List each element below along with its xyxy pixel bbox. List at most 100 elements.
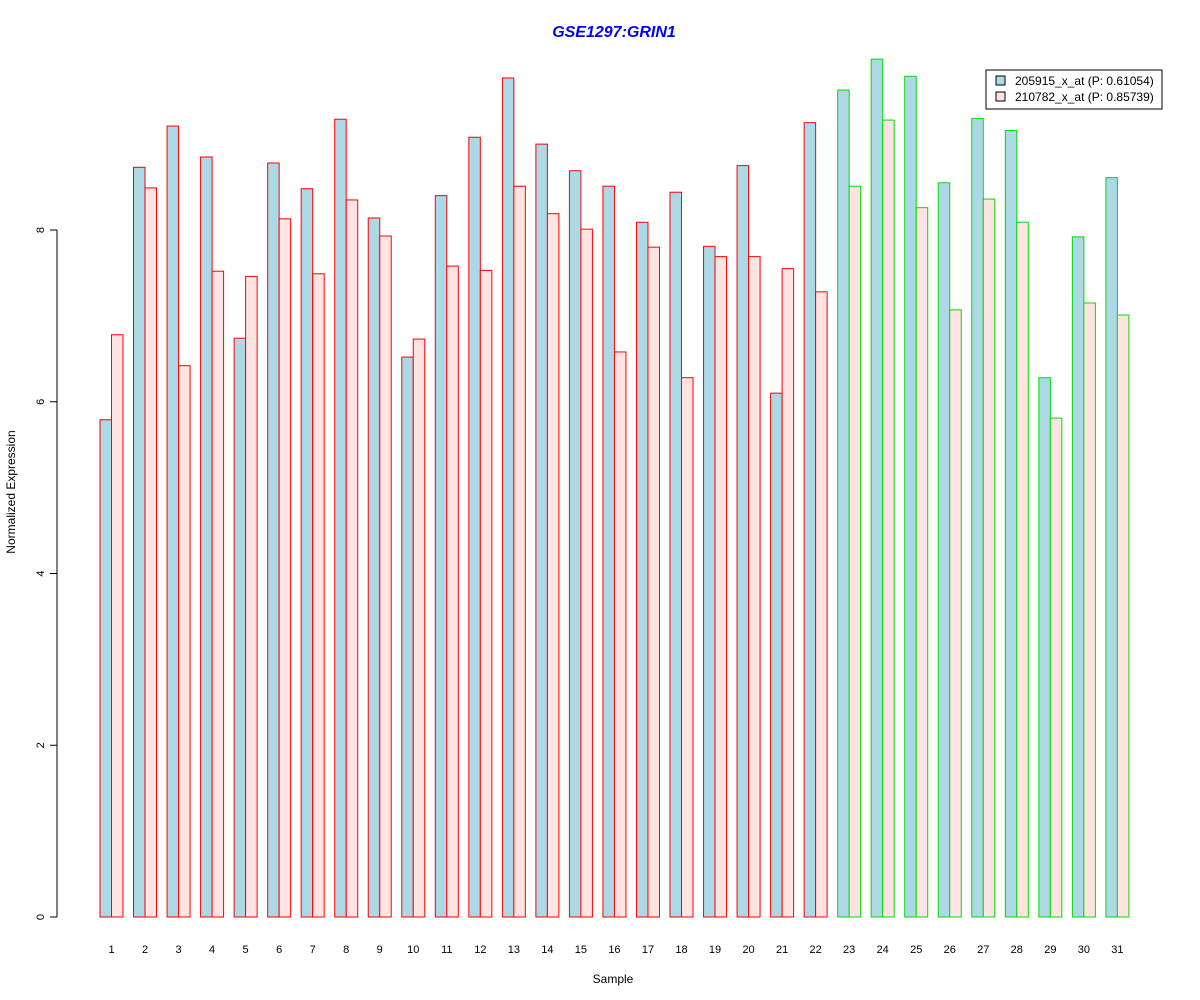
x-tick-label: 21 xyxy=(776,944,788,956)
bar-sample-29-series-2 xyxy=(1049,417,1063,918)
bar-sample-11-series-2 xyxy=(446,265,459,918)
x-tick-label: 2 xyxy=(142,944,148,956)
bar-sample-6-series-1 xyxy=(267,162,280,918)
x-tick-label: 5 xyxy=(243,944,249,956)
bar-sample-5-series-2 xyxy=(245,275,258,918)
x-tick-label: 31 xyxy=(1111,944,1123,956)
bar-sample-2-series-2 xyxy=(144,187,158,918)
bar-sample-2-series-1 xyxy=(133,166,146,918)
bar-sample-12-series-1 xyxy=(468,136,481,918)
x-tick-label: 1 xyxy=(108,944,114,956)
bar-sample-18-series-2 xyxy=(681,377,694,918)
bar-sample-11-series-1 xyxy=(434,195,448,918)
x-tick-label: 16 xyxy=(608,944,620,956)
bar-sample-9-series-1 xyxy=(367,217,381,918)
bar-sample-31-series-1 xyxy=(1105,177,1118,918)
x-tick-label: 4 xyxy=(209,944,215,956)
x-tick-label: 9 xyxy=(377,944,383,956)
x-tick-label: 14 xyxy=(541,944,553,956)
x-tick-label: 28 xyxy=(1011,944,1023,956)
x-axis-label: Sample xyxy=(593,972,634,986)
bar-sample-26-series-1 xyxy=(937,182,951,918)
x-tick-label: 7 xyxy=(310,944,316,956)
bar-sample-23-series-1 xyxy=(837,89,850,918)
x-tick-label: 3 xyxy=(175,944,181,956)
bar-sample-17-series-1 xyxy=(635,221,649,918)
bar-sample-20-series-1 xyxy=(736,165,750,918)
x-tick-label: 6 xyxy=(276,944,282,956)
bar-sample-27-series-1 xyxy=(971,117,984,918)
bar-sample-22-series-2 xyxy=(815,291,828,918)
y-axis-label: Normalized Expression xyxy=(4,430,18,553)
bar-sample-24-series-1 xyxy=(870,58,884,918)
x-tick-label: 8 xyxy=(343,944,349,956)
bar-sample-18-series-1 xyxy=(669,191,683,918)
legend-label-2: 210782_x_at (P: 0.85739) xyxy=(1015,90,1154,104)
bar-sample-27-series-2 xyxy=(982,198,996,918)
bar-sample-31-series-2 xyxy=(1116,314,1130,918)
legend: 205915_x_at (P: 0.61054) 210782_x_at (P:… xyxy=(985,69,1163,110)
bar-sample-15-series-2 xyxy=(580,228,593,918)
y-tick-label: 0 xyxy=(35,914,47,920)
bar-sample-13-series-1 xyxy=(501,77,515,918)
bar-sample-7-series-2 xyxy=(312,273,325,918)
bar-sample-9-series-2 xyxy=(379,235,392,918)
bar-sample-21-series-2 xyxy=(781,268,795,918)
bar-sample-30-series-2 xyxy=(1083,302,1096,918)
bar-sample-3-series-1 xyxy=(166,125,180,918)
bar-sample-23-series-2 xyxy=(848,185,862,918)
bar-sample-28-series-2 xyxy=(1016,221,1029,918)
bar-sample-19-series-2 xyxy=(714,256,728,918)
bar-sample-4-series-1 xyxy=(200,156,213,918)
bar-sample-7-series-1 xyxy=(300,188,314,918)
legend-swatch-1 xyxy=(995,75,1006,86)
y-tick-label: 2 xyxy=(35,742,47,748)
x-tick-label: 18 xyxy=(675,944,687,956)
bar-sample-10-series-1 xyxy=(401,356,414,918)
x-tick-label: 26 xyxy=(944,944,956,956)
x-tick-label: 17 xyxy=(642,944,654,956)
bar-sample-30-series-1 xyxy=(1071,236,1085,918)
y-tick-label: 4 xyxy=(35,570,47,576)
x-tick-label: 29 xyxy=(1044,944,1056,956)
x-tick-label: 22 xyxy=(810,944,822,956)
x-tick-label: 24 xyxy=(877,944,889,956)
bar-sample-19-series-1 xyxy=(703,245,716,918)
bar-sample-17-series-2 xyxy=(647,246,660,918)
bar-sample-13-series-2 xyxy=(513,185,526,918)
bar-sample-5-series-1 xyxy=(233,337,247,918)
bar-sample-21-series-1 xyxy=(770,392,783,918)
x-tick-label: 23 xyxy=(843,944,855,956)
bar-sample-25-series-2 xyxy=(915,207,929,918)
x-tick-label: 15 xyxy=(575,944,587,956)
legend-label-1: 205915_x_at (P: 0.61054) xyxy=(1015,74,1154,88)
bar-sample-20-series-2 xyxy=(748,256,761,918)
bar-sample-16-series-1 xyxy=(602,185,615,918)
bar-sample-28-series-1 xyxy=(1004,129,1018,918)
x-tick-label: 10 xyxy=(407,944,419,956)
y-tick-label: 8 xyxy=(35,227,47,233)
x-tick-label: 27 xyxy=(977,944,989,956)
bar-sample-16-series-2 xyxy=(613,351,627,918)
x-tick-label: 25 xyxy=(910,944,922,956)
bar-sample-25-series-1 xyxy=(904,75,917,918)
y-tick-label: 6 xyxy=(35,399,47,405)
bar-sample-24-series-2 xyxy=(882,119,895,918)
bar-sample-1-series-2 xyxy=(111,334,124,918)
legend-swatch-2 xyxy=(995,91,1006,102)
bar-sample-8-series-1 xyxy=(334,118,347,918)
bar-sample-15-series-1 xyxy=(568,170,582,918)
bar-sample-29-series-1 xyxy=(1038,377,1051,918)
x-tick-label: 30 xyxy=(1078,944,1090,956)
x-tick-label: 19 xyxy=(709,944,721,956)
bar-sample-14-series-2 xyxy=(546,213,560,918)
bar-sample-10-series-2 xyxy=(412,338,426,918)
bar-sample-12-series-2 xyxy=(479,269,493,918)
bar-sample-6-series-2 xyxy=(278,218,292,918)
x-tick-label: 12 xyxy=(474,944,486,956)
bar-sample-14-series-1 xyxy=(535,143,548,918)
x-tick-label: 11 xyxy=(441,944,452,956)
bar-sample-1-series-1 xyxy=(99,419,112,918)
x-tick-label: 20 xyxy=(742,944,754,956)
